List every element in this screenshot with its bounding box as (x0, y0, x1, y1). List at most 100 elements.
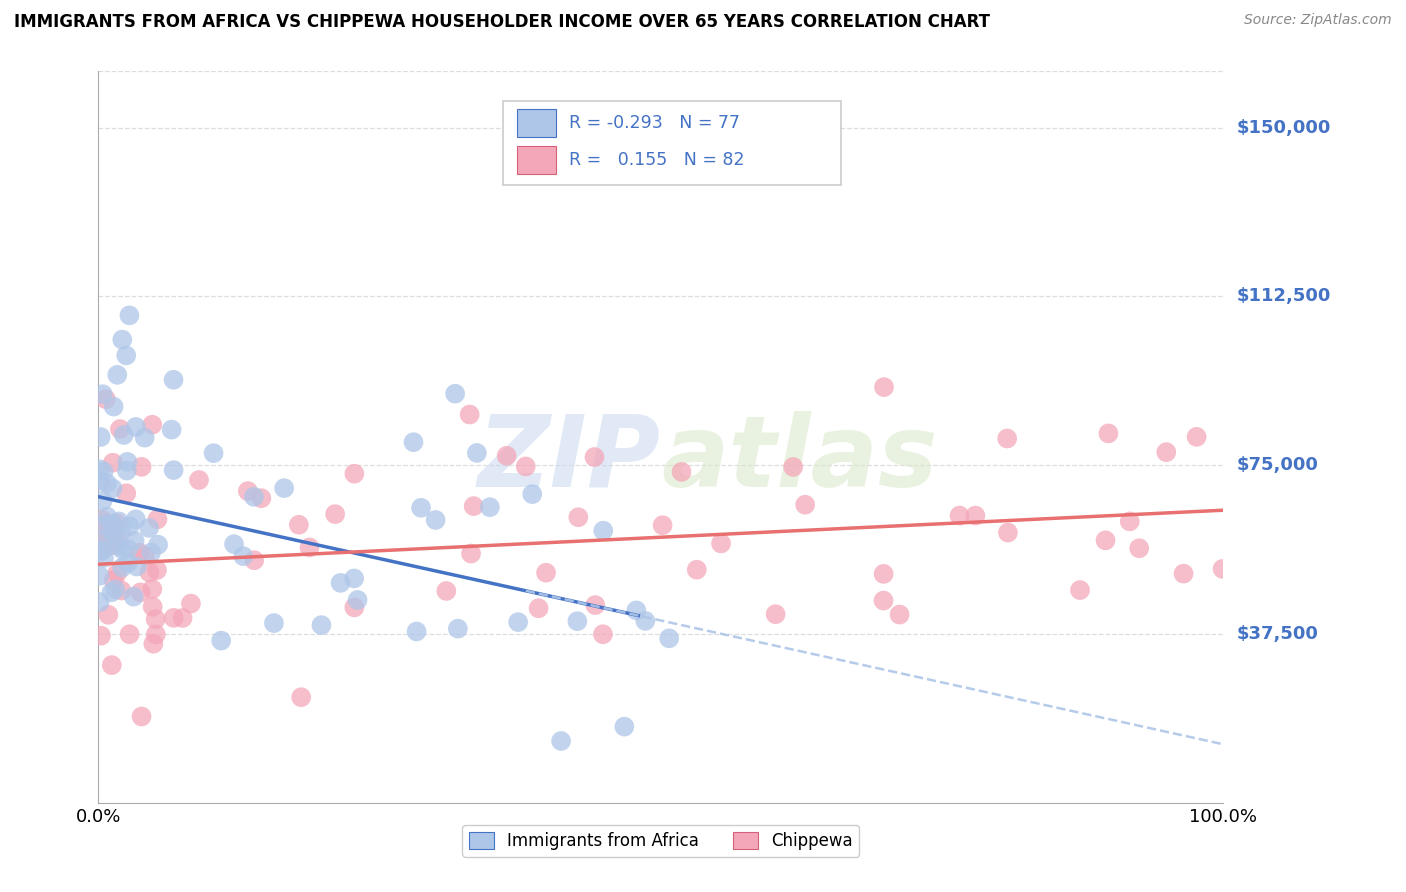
Text: ZIP: ZIP (478, 410, 661, 508)
Point (232, 549, 254, 563)
Point (613, 720, 636, 734)
Point (90, 629, 112, 643)
Point (567, 614, 589, 628)
Point (108, 514, 131, 528)
FancyBboxPatch shape (517, 146, 557, 174)
Point (346, 593, 368, 607)
Point (146, 538, 169, 552)
Point (145, 627, 167, 641)
Text: $112,500: $112,500 (1237, 287, 1331, 305)
Point (110, 524, 132, 538)
Point (105, 516, 128, 531)
Point (118, 309, 141, 323)
Point (91, 387, 114, 401)
Point (872, 593, 894, 607)
Text: $37,500: $37,500 (1237, 625, 1319, 643)
Point (1156, 445, 1178, 459)
Point (97, 607, 120, 622)
Point (626, 603, 648, 617)
Point (131, 459, 153, 474)
Point (567, 510, 589, 524)
Point (104, 521, 127, 535)
Point (103, 527, 125, 541)
Point (583, 450, 606, 464)
Point (131, 709, 153, 723)
Point (1097, 426, 1119, 441)
Point (107, 539, 129, 553)
Point (139, 545, 162, 559)
Legend: Immigrants from Africa, Chippewa: Immigrants from Africa, Chippewa (463, 825, 859, 856)
Point (134, 549, 156, 563)
Point (115, 464, 138, 478)
Point (250, 491, 273, 506)
Point (1119, 514, 1142, 528)
Point (91, 513, 114, 527)
Point (162, 373, 184, 387)
Point (145, 612, 167, 626)
Point (125, 420, 148, 434)
Point (129, 585, 152, 599)
Point (142, 637, 165, 651)
Point (90, 544, 112, 558)
Point (117, 541, 139, 556)
Point (141, 582, 163, 596)
FancyBboxPatch shape (517, 110, 557, 137)
Point (118, 519, 141, 533)
Point (128, 546, 150, 560)
Point (465, 446, 488, 460)
Point (343, 600, 366, 615)
Point (794, 498, 817, 512)
Point (89, 569, 111, 583)
Point (209, 633, 232, 648)
Point (522, 487, 544, 501)
Point (91, 543, 114, 558)
Point (105, 368, 128, 382)
Point (103, 400, 125, 414)
Point (782, 460, 804, 475)
Text: $75,000: $75,000 (1237, 456, 1319, 475)
Point (112, 428, 135, 442)
Point (96, 509, 118, 524)
Text: Source: ZipAtlas.com: Source: ZipAtlas.com (1244, 13, 1392, 28)
Point (290, 690, 312, 705)
Point (89, 595, 111, 609)
Point (93, 465, 115, 479)
Point (634, 614, 657, 628)
Point (93, 550, 115, 565)
Point (124, 533, 146, 548)
Point (288, 517, 311, 532)
Point (96, 476, 118, 491)
Point (460, 547, 482, 561)
Point (115, 486, 138, 500)
Point (686, 563, 709, 577)
Point (101, 523, 124, 537)
Point (100, 585, 122, 599)
Point (89, 536, 111, 550)
Point (202, 446, 225, 460)
Point (658, 632, 681, 646)
Point (91, 493, 114, 508)
Point (1128, 541, 1150, 556)
Point (458, 408, 481, 422)
Text: $150,000: $150,000 (1237, 119, 1331, 136)
Point (872, 566, 894, 581)
Point (138, 566, 160, 580)
Point (583, 598, 606, 612)
Point (89, 462, 111, 476)
Point (671, 465, 693, 479)
Point (111, 333, 134, 347)
Point (94, 516, 117, 531)
Point (101, 516, 124, 531)
Point (96, 531, 118, 545)
Point (710, 536, 733, 550)
Point (434, 584, 457, 599)
Point (101, 456, 124, 470)
Point (323, 507, 346, 521)
Point (89, 474, 111, 488)
Point (107, 533, 129, 548)
Point (105, 566, 128, 581)
Point (425, 513, 447, 527)
Point (243, 553, 266, 567)
Point (405, 624, 427, 639)
Point (873, 380, 896, 394)
